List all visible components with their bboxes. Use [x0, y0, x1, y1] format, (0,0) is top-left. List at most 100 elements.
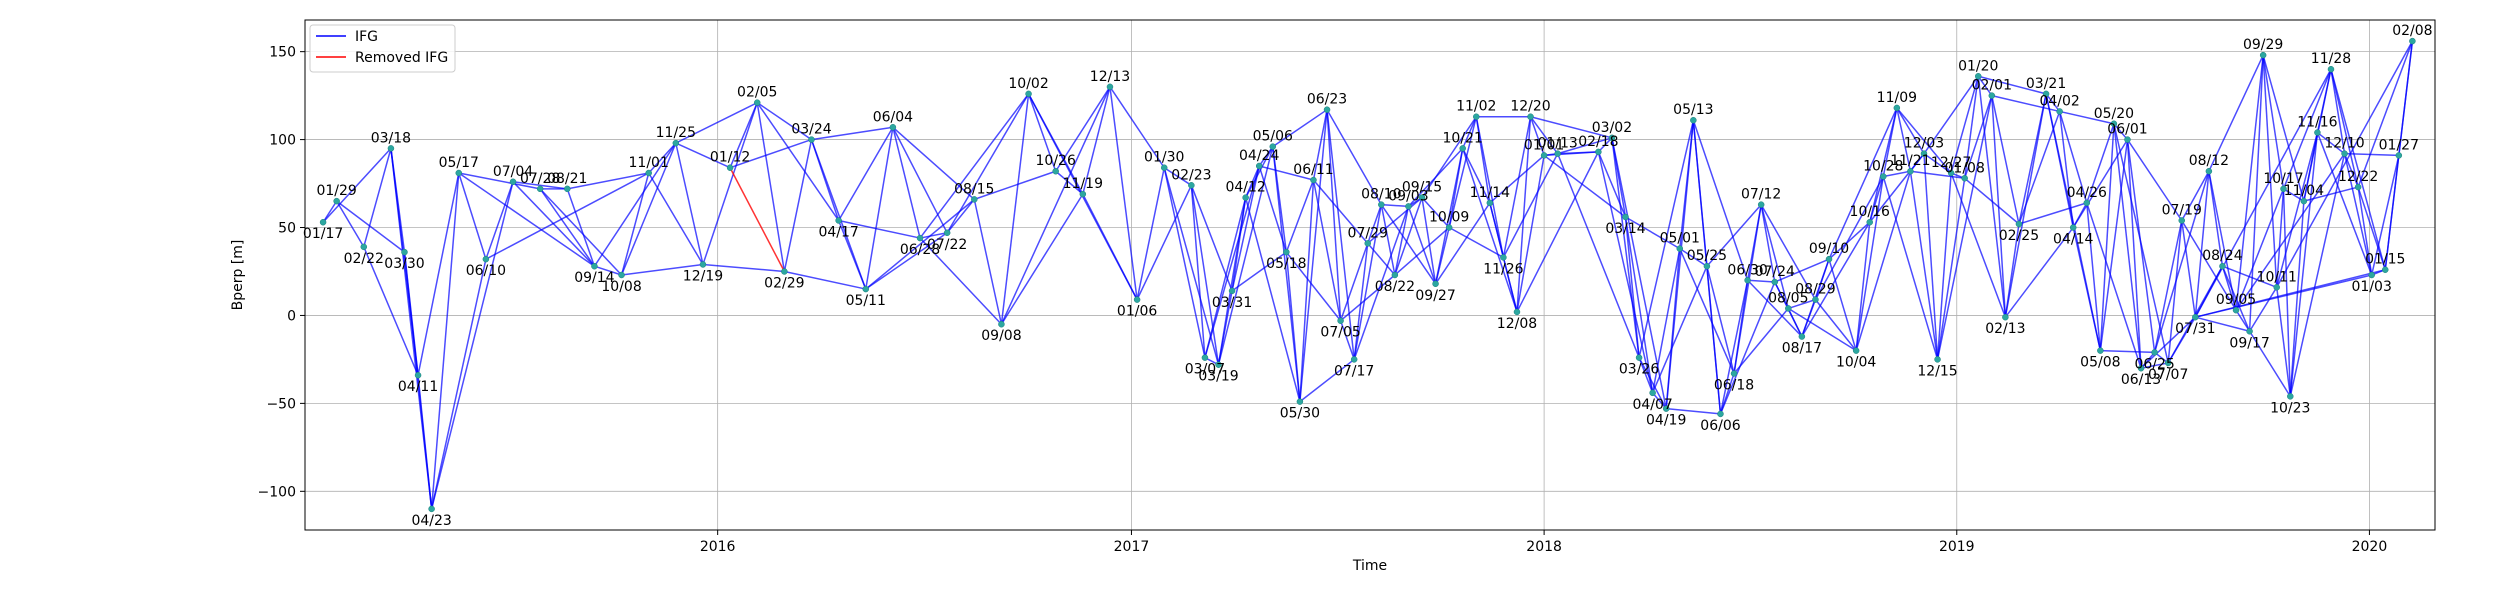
acquisition-point: [1255, 162, 1263, 170]
ifg-edge: [1977, 75, 1993, 97]
ifg-edge: [1326, 109, 1342, 321]
acquisition-point: [1486, 199, 1494, 207]
acquisition-date-label: 11/02: [1456, 99, 1496, 115]
acquisition-point: [1622, 213, 1629, 221]
ifg-edge: [974, 170, 1056, 201]
ifg-edge: [729, 138, 812, 169]
acquisition-date-label: 12/08: [1497, 316, 1537, 332]
ifg-edge: [1394, 226, 1450, 276]
ifg-edge: [1597, 151, 1654, 393]
acquisition-point: [1079, 190, 1087, 198]
ifg-edge: [1502, 257, 1518, 313]
acquisition-date-label: 07/12: [1741, 187, 1781, 203]
ifg-edge: [2275, 188, 2285, 288]
acquisition-point: [1690, 116, 1697, 124]
ifg-edge: [1109, 86, 1138, 300]
ifg-edge: [1367, 197, 1423, 244]
ifg-edge: [2357, 186, 2373, 276]
acquisition-point: [1988, 92, 1996, 99]
ifg-edge: [2262, 54, 2305, 202]
ifg-edge: [2235, 55, 2264, 311]
ifg-edge: [2086, 123, 2115, 204]
ifg-edge: [2195, 274, 2372, 318]
acquisition-date-label: 02/13: [1985, 321, 2025, 337]
ifg-edge: [2140, 316, 2196, 369]
ifg-edge: [1312, 179, 1369, 244]
acquisition-point: [1445, 224, 1453, 231]
ifg-edge: [336, 200, 365, 248]
acquisition-point: [1703, 262, 1711, 270]
acquisition-date-label: 02/22: [344, 251, 384, 267]
acquisition-point: [672, 139, 680, 147]
acquisition-point: [2232, 306, 2240, 314]
acquisition-point: [753, 99, 761, 106]
ifg-edge: [2086, 202, 2102, 351]
acquisition-date-label: 03/02: [1592, 120, 1632, 136]
acquisition-date-label: 10/02: [1008, 76, 1048, 92]
acquisition-point: [1391, 271, 1399, 279]
acquisition-date-label: 01/03: [2352, 279, 2392, 295]
ifg-edge: [2153, 171, 2210, 353]
acquisition-date-label: 10/11: [2257, 269, 2297, 285]
acquisition-point: [1662, 405, 1670, 412]
acquisition-date-label: 07/05: [1320, 325, 1360, 341]
ifg-edge: [702, 102, 758, 265]
ifg-edge: [1190, 185, 1206, 358]
acquisition-date-label: 01/01: [1524, 137, 1564, 153]
acquisition-point: [591, 262, 598, 270]
acquisition-point: [2164, 359, 2172, 367]
acquisition-date-label: 10/21: [1443, 130, 1483, 146]
ifg-edge: [1421, 116, 1477, 199]
ifg-edge: [567, 172, 649, 190]
ifg-edge: [648, 142, 677, 174]
ifg-edge: [1000, 193, 1084, 325]
acquisition-date-label: 08/05: [1768, 290, 1808, 306]
ifg-edge: [648, 172, 704, 265]
acquisition-point: [1676, 245, 1684, 252]
ifg-edge: [1516, 151, 1600, 313]
ifg-edge: [430, 172, 460, 509]
acquisition-date-label: 02/08: [2392, 23, 2432, 39]
acquisition-date-label: 06/11: [1293, 162, 1333, 178]
acquisition-point: [1961, 175, 1968, 182]
ifg-edge: [702, 263, 785, 273]
acquisition-point: [1635, 354, 1643, 361]
plot-frame: [304, 19, 2436, 531]
acquisition-point: [1106, 83, 1114, 91]
acquisition-point: [1785, 305, 1792, 312]
acquisition-point: [1025, 90, 1032, 98]
acquisition-date-label: 04/24: [1239, 148, 1279, 164]
acquisition-point: [781, 268, 788, 275]
ifg-edge: [1638, 357, 1654, 394]
ifg-edge: [810, 139, 867, 290]
ifg-edge: [2248, 286, 2278, 332]
ifg-edge: [1855, 222, 1871, 351]
acquisition-point: [1540, 152, 1548, 159]
ifg-edge: [1978, 75, 2047, 95]
acquisition-date-label: 01/08: [1945, 160, 1985, 176]
acquisition-date-label: 07/07: [2148, 367, 2188, 383]
ifg-edge: [1109, 86, 1165, 169]
acquisition-point: [1920, 150, 1928, 157]
acquisition-date-label: 06/23: [1307, 92, 1347, 108]
acquisition-point: [1242, 194, 1249, 201]
ifg-edge: [1000, 93, 1030, 325]
acquisition-point: [2110, 120, 2118, 128]
ifg-edge: [1000, 86, 1111, 325]
acquisition-date-label: 12/15: [1917, 363, 1957, 379]
ifg-edge: [1190, 185, 1220, 365]
ifg-edge: [1747, 279, 1803, 338]
ifg-edge: [1448, 226, 1504, 259]
acquisition-point: [2192, 313, 2199, 321]
ifg-edge: [1556, 153, 1640, 358]
acquisition-point: [2002, 313, 2009, 321]
ifg-edge: [1190, 185, 1233, 292]
ifg-edge: [417, 172, 460, 376]
ifg-edge: [1624, 216, 1640, 358]
ifg-edge: [2208, 171, 2224, 267]
acquisition-date-label: 09/27: [1415, 288, 1455, 304]
acquisition-point: [1188, 182, 1195, 189]
acquisition-date-label: 07/31: [2175, 321, 2215, 337]
ifg-edge: [756, 102, 786, 272]
acquisition-date-label: 06/28: [900, 242, 940, 258]
